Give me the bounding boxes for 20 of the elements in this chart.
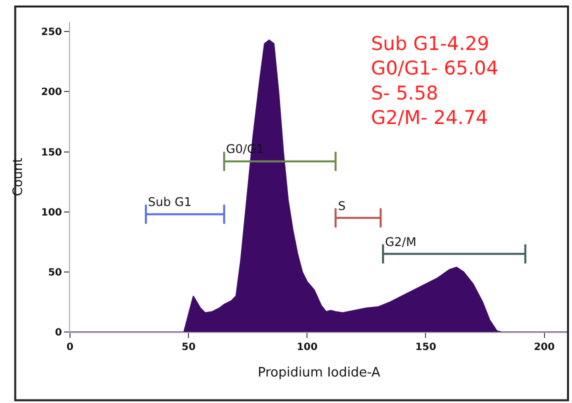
- annotation: S: [338, 199, 346, 213]
- annotation: G2/M- 24.74: [371, 107, 488, 130]
- y-tick-label: 150: [41, 147, 62, 158]
- x-tick-label: 0: [66, 342, 74, 353]
- x-tick-label: 150: [415, 342, 436, 353]
- y-axis-title: Count: [11, 158, 26, 196]
- y-tick-label: 50: [48, 267, 62, 278]
- annotation: S- 5.58: [371, 82, 438, 104]
- annotation: G2/M: [385, 235, 416, 249]
- annotation: G0/G1- 65.04: [371, 58, 498, 80]
- x-tick-label: 200: [534, 342, 555, 353]
- y-tick-label: 0: [55, 328, 62, 338]
- y-tick-label: 100: [41, 207, 62, 218]
- x-tick-label: 100: [296, 342, 318, 353]
- annotation: Sub G1: [148, 195, 192, 209]
- annotation: Sub G1-4.29: [371, 33, 490, 55]
- x-tick-label: 50: [182, 342, 196, 353]
- x-axis-title: Propidium Iodide-A: [258, 366, 380, 381]
- y-tick-label: 250: [41, 27, 62, 38]
- y-tick-label: 200: [41, 87, 62, 98]
